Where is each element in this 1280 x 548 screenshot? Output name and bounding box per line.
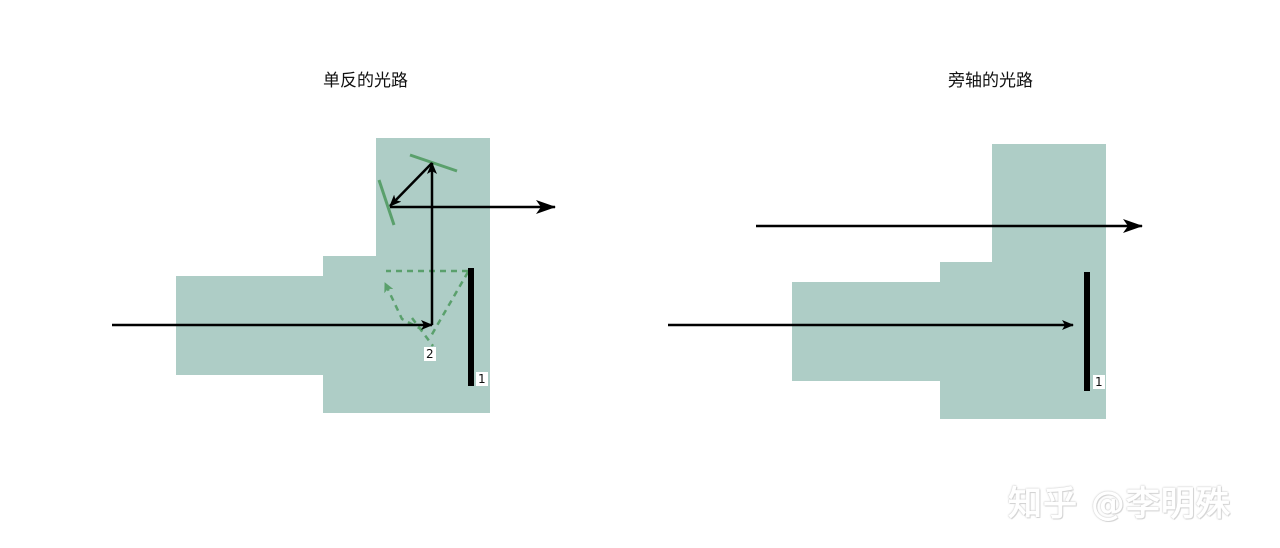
slr-dashed-arrow-path bbox=[383, 282, 424, 332]
rangefinder-title: 旁轴的光路 bbox=[948, 71, 1033, 91]
slr-sensor-label: 1 bbox=[476, 372, 488, 386]
rangefinder-camera-body bbox=[792, 144, 1106, 419]
slr-mirror-label: 2 bbox=[424, 347, 436, 361]
rangefinder-diagram bbox=[668, 144, 1143, 419]
watermark: 知乎 @李明殊 bbox=[1008, 484, 1231, 524]
slr-prism-mirror-left bbox=[377, 179, 396, 226]
rangefinder-sensor-bar bbox=[1084, 272, 1090, 391]
rangefinder-sensor-label: 1 bbox=[1093, 375, 1105, 389]
slr-dashed-mirror-2 bbox=[411, 317, 434, 347]
slr-prism-diagonal-ray bbox=[389, 162, 433, 207]
slr-dashed-diagonal bbox=[429, 271, 470, 337]
slr-title: 单反的光路 bbox=[323, 71, 408, 91]
slr-sensor-bar bbox=[468, 268, 474, 386]
slr-diagram bbox=[112, 138, 556, 413]
slr-camera-body bbox=[176, 138, 490, 413]
